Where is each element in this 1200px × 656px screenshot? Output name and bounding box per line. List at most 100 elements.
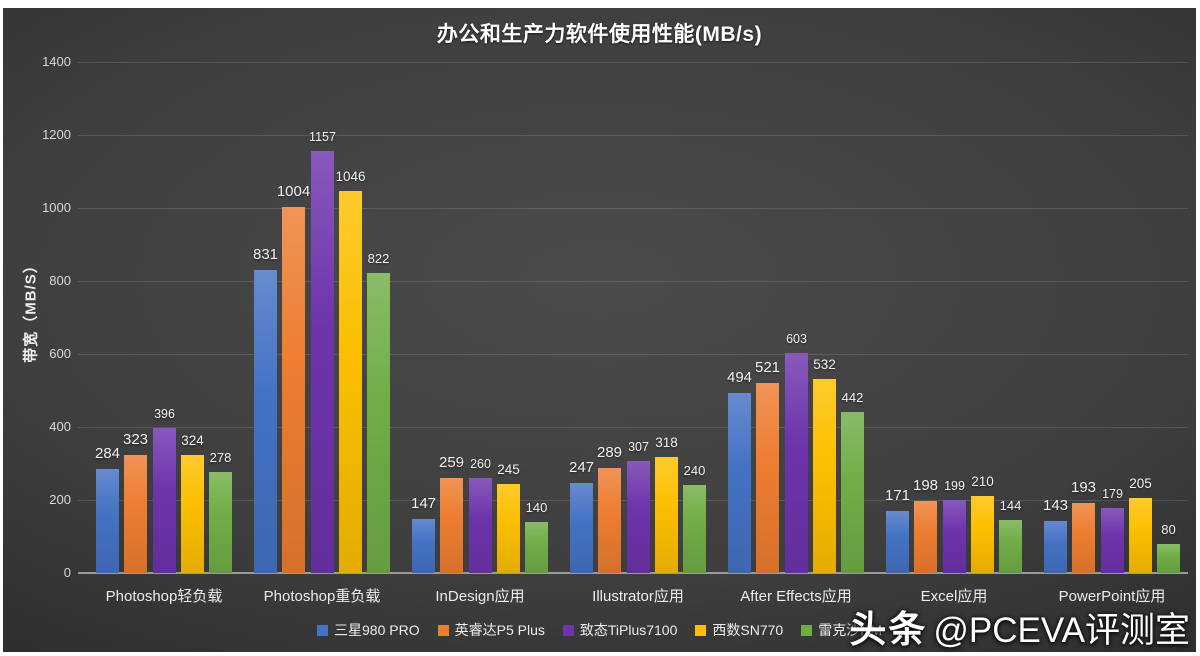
y-tick-label: 1000 [42, 200, 71, 215]
category-label: Illustrator应用 [592, 588, 684, 605]
legend-label: 英睿达P5 Plus [454, 622, 545, 638]
bar [282, 207, 305, 573]
bar [627, 461, 650, 573]
legend-label: 西数SN770 [712, 622, 784, 638]
value-label: 1157 [309, 129, 336, 144]
legend-label: 三星980 PRO [334, 622, 420, 638]
y-tick-label: 0 [63, 565, 71, 580]
value-label: 179 [1102, 486, 1123, 501]
gridline [78, 281, 1188, 282]
legend-swatch [562, 624, 574, 636]
value-label: 521 [754, 359, 781, 376]
value-label: 144 [999, 498, 1022, 513]
bar [886, 511, 909, 573]
category-label: After Effects应用 [740, 588, 852, 605]
bar [311, 151, 334, 573]
value-label: 198 [912, 477, 939, 494]
gridline [78, 135, 1188, 136]
value-label: 1004 [276, 183, 311, 200]
value-label: 603 [786, 331, 807, 346]
value-label: 147 [410, 495, 437, 512]
bar [96, 469, 119, 573]
value-label: 143 [1042, 497, 1069, 514]
legend-item: 三星980 PRO [317, 620, 420, 640]
value-label: 278 [209, 450, 232, 465]
watermark-account: @PCEVA评测室 [933, 611, 1190, 651]
legend: 三星980 PRO 英睿达P5 Plus 致态TiPlus7100 西数SN770 雷克… [3, 620, 1196, 640]
value-label: 822 [367, 251, 390, 266]
bar [683, 485, 706, 573]
bar [999, 520, 1022, 573]
value-label: 307 [628, 439, 649, 454]
x-axis-line [78, 572, 1188, 574]
watermark: 头条 @PCEVA评测室 [849, 609, 1190, 652]
bar [1044, 521, 1067, 573]
bar [254, 270, 277, 573]
value-label: 205 [1129, 475, 1152, 491]
category-label: Excel应用 [920, 588, 988, 605]
value-label: 245 [497, 461, 520, 477]
category-label: Photoshop轻负载 [105, 588, 223, 605]
value-label: 80 [1161, 522, 1176, 537]
bar [971, 496, 994, 573]
bar [209, 472, 232, 573]
bar [412, 519, 435, 573]
bar [440, 478, 463, 573]
gridline [78, 354, 1188, 355]
value-label: 442 [841, 390, 864, 405]
bar [1072, 503, 1095, 573]
bar [1101, 508, 1124, 573]
chart-title: 办公和生产力软件使用性能(MB/s) [436, 23, 763, 46]
value-label: 831 [252, 246, 279, 263]
category-label: Photoshop重负载 [263, 588, 381, 605]
y-tick-label: 600 [49, 346, 71, 361]
value-label: 318 [655, 434, 678, 450]
value-label: 140 [525, 500, 548, 515]
value-label: 532 [813, 356, 836, 372]
gridline [78, 208, 1188, 209]
bar [497, 484, 520, 573]
value-label: 247 [568, 459, 595, 476]
value-label: 324 [181, 432, 204, 448]
y-tick-label: 1200 [42, 127, 71, 142]
legend-swatch [801, 624, 813, 636]
value-label: 494 [726, 369, 753, 386]
legend-item: 英睿达P5 Plus [437, 620, 545, 640]
legend-item: 西数SN770 [695, 620, 783, 640]
bar [728, 393, 751, 573]
legend-label: 致态TiPlus7100 [579, 622, 678, 638]
value-label: 396 [154, 406, 175, 421]
y-tick-label: 800 [49, 273, 71, 288]
bar [124, 455, 147, 573]
bar [914, 501, 937, 573]
category-label: PowerPoint应用 [1058, 588, 1166, 605]
bar [785, 353, 808, 573]
chart-canvas: 办公和生产力软件使用性能(MB/s) 带宽（MB/S） 0 200 400 600 80… [3, 8, 1196, 652]
gridline [78, 62, 1188, 63]
bar [1157, 544, 1180, 573]
value-label: 284 [94, 445, 121, 462]
y-tick-label: 1400 [42, 54, 71, 69]
value-label: 210 [971, 473, 994, 489]
legend-item: 雷克沙NM [801, 620, 882, 640]
bar [469, 478, 492, 573]
value-label: 193 [1070, 479, 1097, 496]
bar [813, 379, 836, 573]
bar [756, 383, 779, 573]
legend-label: 雷克沙NM [818, 622, 882, 638]
legend-swatch [695, 624, 707, 636]
legend-swatch [317, 624, 329, 636]
bar [943, 500, 966, 573]
value-label: 259 [438, 454, 465, 471]
bar [1129, 498, 1152, 573]
watermark-brand: 头条 [849, 609, 928, 651]
value-label: 240 [683, 463, 706, 478]
value-label: 171 [884, 487, 911, 504]
bar [570, 483, 593, 573]
bar [598, 468, 621, 573]
gridline [78, 427, 1188, 428]
value-label: 323 [122, 431, 149, 448]
bar [525, 522, 548, 573]
legend-swatch [437, 624, 449, 636]
y-tick-label: 200 [49, 492, 71, 507]
